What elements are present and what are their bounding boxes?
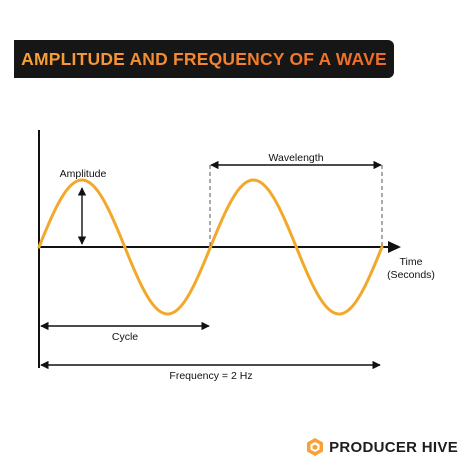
frequency-label: Frequency = 2 Hz [169,370,252,382]
time-axis-arrowhead [388,241,401,253]
title-banner: AMPLITUDE AND FREQUENCY OF A WAVE [14,40,394,78]
brand-name: PRODUCER HIVE [329,438,458,456]
cycle-label: Cycle [112,331,138,343]
wavelength-label: Wavelength [268,152,323,164]
sine-wave [37,178,384,316]
amplitude-label: Amplitude [60,168,107,180]
time-axis-label: Time [400,256,423,268]
page-title: AMPLITUDE AND FREQUENCY OF A WAVE [21,48,387,69]
time-axis-unit-label: (Seconds) [387,269,435,281]
producer-hive-logo-icon [307,438,324,456]
brand-logo: PRODUCER HIVE [307,438,458,456]
